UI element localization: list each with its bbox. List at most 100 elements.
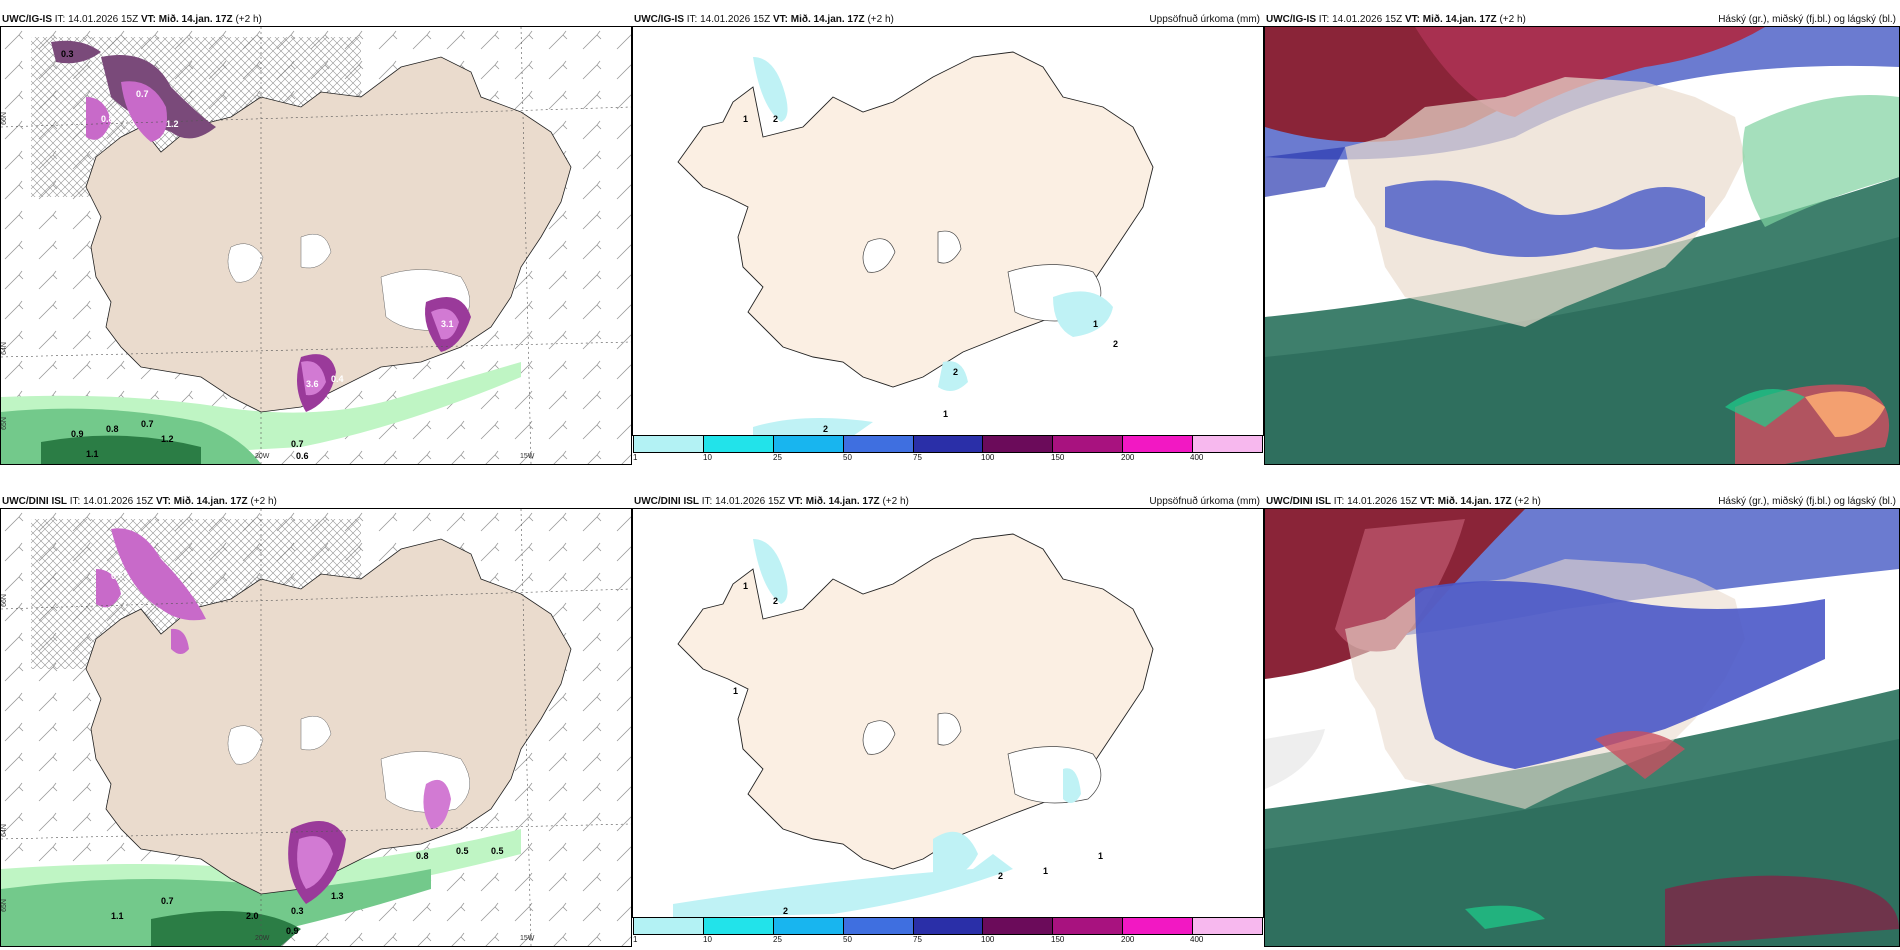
- value-label: 1: [743, 581, 748, 591]
- model-name: UWC/IG-IS: [2, 14, 52, 25]
- value-label: 1: [1093, 319, 1098, 329]
- panel-title: UWC/DINI ISL IT: 14.01.2026 15Z VT: Mið.…: [634, 496, 909, 507]
- colorbar-seg: [843, 436, 914, 452]
- colorbar-seg: [773, 436, 844, 452]
- value-label: 1: [943, 409, 948, 419]
- init-time: IT: 14.01.2026 15Z: [54, 14, 139, 25]
- colorbar-tick: 100: [981, 935, 995, 944]
- colorbar-seg: [1123, 918, 1194, 934]
- panel-title: UWC/IG-IS IT: 14.01.2026 15Z VT: Mið. 14…: [1266, 14, 1526, 25]
- lon-label-15: 15W: [520, 453, 535, 460]
- lon-label-20: 20W: [255, 935, 270, 942]
- map-precip-bottom[interactable]: 1 2 1 2 2 1 1: [632, 508, 1264, 918]
- lat-label-66: 66N: [0, 112, 8, 125]
- panel-top-left: UWC/IG-IS IT: 14.01.2026 15Z VT: Mið. 14…: [0, 10, 632, 465]
- colorbar-tick: 10: [703, 935, 712, 944]
- lon-label-20: 20W: [255, 453, 270, 460]
- colorbar-tick: 150: [1051, 453, 1065, 462]
- colorbar-tick: 400: [1190, 453, 1204, 462]
- value-label: 0.5: [456, 846, 469, 856]
- colorbar-tick: 200: [1121, 935, 1135, 944]
- valid-time: VT: Mið. 14.jan. 17Z: [1419, 496, 1512, 507]
- panel-subtitle: Uppsöfnuð úrkoma (mm): [1149, 496, 1260, 507]
- colorbar-tick: 25: [773, 453, 782, 462]
- value-label: 1.2: [166, 119, 179, 129]
- panel-title: UWC/IG-IS IT: 14.01.2026 15Z VT: Mið. 14…: [2, 14, 262, 25]
- valid-time: VT: Mið. 14.jan. 17Z: [1404, 14, 1497, 25]
- value-label: 0.9: [71, 429, 84, 439]
- value-label: 1: [1043, 866, 1048, 876]
- colorbar-tick: 150: [1051, 935, 1065, 944]
- value-label: 1.3: [331, 891, 344, 901]
- panel-title: UWC/DINI ISL IT: 14.01.2026 15Z VT: Mið.…: [2, 496, 277, 507]
- colorbar-seg: [983, 918, 1054, 934]
- value-label: 3.6: [306, 379, 319, 389]
- value-label: 2: [783, 906, 788, 916]
- lead-time: (+2 h): [235, 14, 262, 25]
- colorbar-tick: 1: [633, 453, 638, 462]
- model-name: UWC/IG-IS: [1266, 14, 1316, 25]
- value-label: 0.7: [161, 896, 174, 906]
- value-label: 0.6: [296, 451, 309, 461]
- colorbar-tick: 100: [981, 453, 995, 462]
- panel-title: UWC/IG-IS IT: 14.01.2026 15Z VT: Mið. 14…: [634, 14, 894, 25]
- colorbar-seg: [773, 918, 844, 934]
- panel-bottom-right: UWC/DINI ISL IT: 14.01.2026 15Z VT: Mið.…: [1264, 492, 1900, 947]
- value-label: 0.7: [141, 419, 154, 429]
- colorbar-tick: 10: [703, 453, 712, 462]
- lat-label-64: 64N: [0, 342, 8, 355]
- value-label: 0.4: [331, 374, 344, 384]
- lat-label-64: 64N: [0, 824, 8, 837]
- precip-colorbar: [633, 917, 1263, 935]
- lead-time: (+2 h): [882, 496, 909, 507]
- valid-time: VT: Mið. 14.jan. 17Z: [772, 14, 865, 25]
- value-label: 0.7: [136, 89, 149, 99]
- value-label: 3.1: [441, 319, 454, 329]
- panel-bottom-left: UWC/DINI ISL IT: 14.01.2026 15Z VT: Mið.…: [0, 492, 632, 947]
- init-time: IT: 14.01.2026 15Z: [686, 14, 771, 25]
- colorbar-seg: [1193, 436, 1263, 452]
- value-label: 2: [823, 424, 828, 434]
- value-label: 0.5: [491, 846, 504, 856]
- init-time: IT: 14.01.2026 15Z: [701, 496, 786, 507]
- lat-label-65: 65N: [0, 899, 8, 912]
- map-precip-top[interactable]: 1 2 1 2 2 2 1: [632, 26, 1264, 436]
- value-label: 2: [998, 871, 1003, 881]
- panel-top-mid: UWC/IG-IS IT: 14.01.2026 15Z VT: Mið. 14…: [632, 10, 1264, 465]
- colorbar-seg: [634, 918, 704, 934]
- value-label: 0.8: [106, 424, 119, 434]
- value-label: 0.9: [286, 926, 299, 936]
- map-wind-precip-top[interactable]: 0.3 0.7 0.8 1.2 3.6 0.4 0.7 0.6 0.9 0.8 …: [0, 26, 632, 465]
- init-time: IT: 14.01.2026 15Z: [1333, 496, 1418, 507]
- value-label: 1.2: [161, 434, 174, 444]
- map-clouds-bottom[interactable]: [1264, 508, 1900, 947]
- colorbar-seg: [634, 436, 704, 452]
- map-clouds-top[interactable]: [1264, 26, 1900, 465]
- init-time: IT: 14.01.2026 15Z: [1318, 14, 1403, 25]
- colorbar-seg: [703, 436, 774, 452]
- value-label: 0.3: [61, 49, 74, 59]
- colorbar-seg: [913, 436, 984, 452]
- value-label: 2: [773, 114, 778, 124]
- panel-top-right: UWC/IG-IS IT: 14.01.2026 15Z VT: Mið. 14…: [1264, 10, 1900, 465]
- value-label: 0.8: [416, 851, 429, 861]
- lon-label-15: 15W: [520, 935, 535, 942]
- panel-subtitle: Háský (gr.), miðský (fj.bl.) og lágský (…: [1718, 14, 1896, 25]
- map-wind-precip-bottom[interactable]: 0.8 0.5 0.7 2.0 0.3 0.5 1.3 0.9 1.1 0.6: [0, 508, 632, 947]
- colorbar-tick: 50: [843, 935, 852, 944]
- model-name: UWC/DINI ISL: [2, 496, 67, 507]
- valid-time: VT: Mið. 14.jan. 17Z: [140, 14, 233, 25]
- colorbar-ticks: 1 10 25 50 75 100 150 200 400: [633, 453, 1261, 463]
- colorbar-seg: [1193, 918, 1263, 934]
- colorbar-seg: [983, 436, 1054, 452]
- valid-time: VT: Mið. 14.jan. 17Z: [787, 496, 880, 507]
- colorbar-tick: 25: [773, 935, 782, 944]
- colorbar-tick: 200: [1121, 453, 1135, 462]
- value-label: 1: [743, 114, 748, 124]
- model-name: UWC/DINI ISL: [634, 496, 699, 507]
- panel-subtitle: Háský (gr.), miðský (fj.bl.) og lágský (…: [1718, 496, 1896, 507]
- lead-time: (+2 h): [867, 14, 894, 25]
- colorbar-tick: 50: [843, 453, 852, 462]
- panel-title: UWC/DINI ISL IT: 14.01.2026 15Z VT: Mið.…: [1266, 496, 1541, 507]
- value-label: 2: [1113, 339, 1118, 349]
